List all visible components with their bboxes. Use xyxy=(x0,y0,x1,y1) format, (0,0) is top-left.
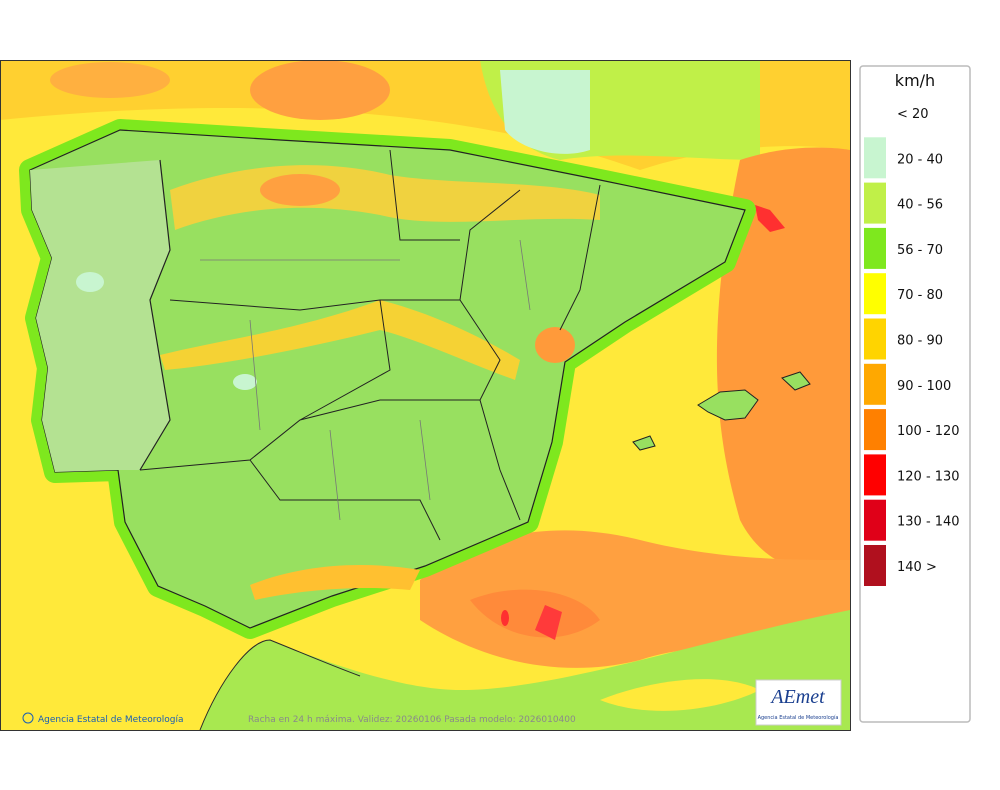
legend-label: 130 - 140 xyxy=(897,515,960,530)
legend-label: < 20 xyxy=(897,107,929,122)
legend-label: 70 - 80 xyxy=(897,288,943,303)
legend-label: 56 - 70 xyxy=(897,243,943,258)
legend-swatch xyxy=(864,454,886,496)
legend-swatch xyxy=(864,499,886,541)
legend-swatch xyxy=(864,363,886,405)
legend: km/h < 20 20 - 40 40 - 56 56 - 70 70 - 80 80 … xyxy=(859,65,971,723)
map xyxy=(0,60,850,730)
legend-swatch xyxy=(864,545,886,586)
logo-caption: Agencia Estatal de Meteorología xyxy=(758,714,839,721)
legend-swatch xyxy=(864,409,886,451)
map-frame xyxy=(0,60,851,731)
legend-label: 80 - 90 xyxy=(897,334,943,349)
legend-swatch xyxy=(864,273,886,315)
legend-swatch xyxy=(864,227,886,269)
legend-label: 100 - 120 xyxy=(897,424,960,439)
logo-name: AEmet xyxy=(769,686,825,708)
legend-label: 20 - 40 xyxy=(897,152,943,167)
legend-label: 140 > xyxy=(897,560,937,575)
logo: AEmet Agencia Estatal de Meteorología xyxy=(755,679,842,726)
legend-title: km/h xyxy=(895,71,935,90)
copyright-icon xyxy=(22,712,34,724)
legend-swatch xyxy=(864,137,886,179)
legend-label: 90 - 100 xyxy=(897,379,951,394)
credit: Agencia Estatal de Meteorología xyxy=(38,715,184,725)
legend-label: 40 - 56 xyxy=(897,198,943,213)
legend-swatch xyxy=(864,318,886,360)
legend-label: 120 - 130 xyxy=(897,469,960,484)
legend-swatch xyxy=(864,182,886,224)
caption: Racha en 24 h máxima. Validez: 20260106 … xyxy=(248,715,576,725)
